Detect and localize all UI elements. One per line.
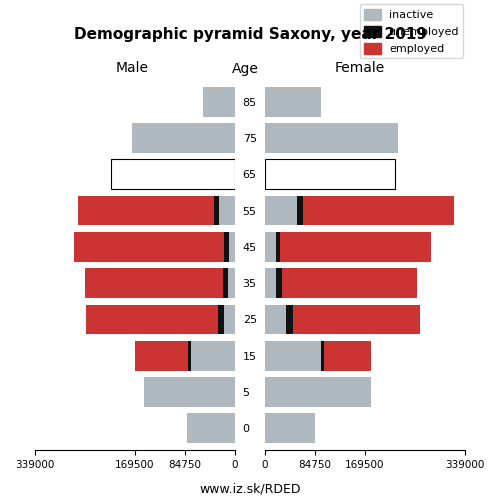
Bar — [74, 232, 235, 262]
Legend: inactive, unemployed, employed: inactive, unemployed, employed — [360, 4, 464, 59]
Bar — [219, 196, 235, 226]
Bar — [265, 377, 371, 407]
Text: Male: Male — [116, 62, 149, 76]
Bar — [265, 268, 281, 298]
Bar — [202, 87, 235, 117]
Bar — [78, 196, 235, 226]
Bar — [228, 268, 235, 298]
Bar — [134, 341, 235, 370]
Bar — [265, 341, 371, 370]
Text: Age: Age — [232, 62, 258, 76]
Bar — [265, 196, 298, 226]
Text: Female: Female — [335, 62, 385, 76]
Bar — [111, 160, 235, 189]
Bar — [265, 232, 280, 262]
Bar — [84, 268, 235, 298]
Bar — [132, 123, 235, 153]
Bar — [265, 87, 321, 117]
Bar — [265, 341, 324, 370]
Bar — [186, 414, 235, 443]
Bar — [224, 232, 235, 262]
Bar — [224, 304, 235, 334]
Bar — [188, 341, 235, 370]
Bar — [214, 196, 235, 226]
Bar — [144, 377, 235, 407]
Bar — [265, 304, 285, 334]
Bar — [265, 196, 304, 226]
Bar — [265, 304, 292, 334]
Bar — [265, 268, 417, 298]
Bar — [223, 268, 235, 298]
Bar — [265, 123, 398, 153]
Bar — [265, 268, 276, 298]
Bar — [265, 232, 431, 262]
Text: www.iz.sk/RDED: www.iz.sk/RDED — [199, 482, 301, 496]
Bar — [265, 341, 321, 370]
Bar — [218, 304, 235, 334]
Bar — [86, 304, 235, 334]
Bar — [265, 414, 315, 443]
Bar — [265, 304, 420, 334]
Text: Demographic pyramid Saxony, year 2019: Demographic pyramid Saxony, year 2019 — [74, 28, 426, 42]
Bar — [191, 341, 235, 370]
Bar — [265, 160, 395, 189]
Bar — [229, 232, 235, 262]
Bar — [265, 196, 454, 226]
Bar — [265, 232, 276, 262]
